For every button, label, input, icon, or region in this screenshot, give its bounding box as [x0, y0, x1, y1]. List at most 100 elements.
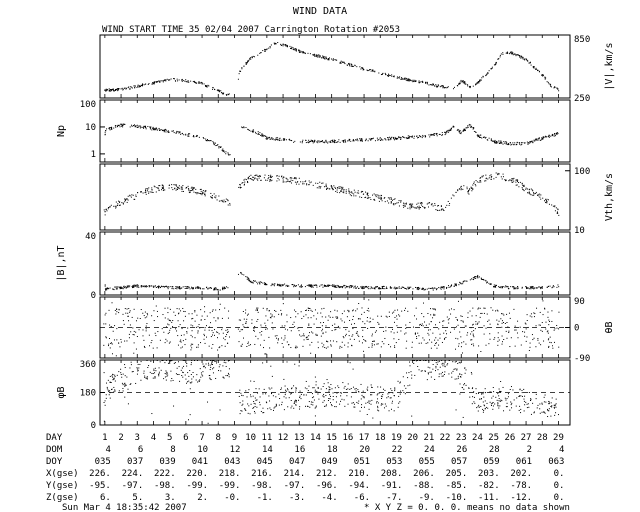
data-point [166, 372, 168, 374]
data-point [265, 179, 267, 181]
data-point [216, 199, 218, 201]
data-point [259, 282, 261, 284]
table-dom-cell: 24 [424, 445, 435, 455]
data-point [531, 189, 533, 191]
data-point [495, 142, 497, 144]
data-point [453, 368, 455, 370]
data-point [174, 78, 176, 80]
data-point [142, 312, 144, 314]
data-point [510, 52, 512, 54]
data-point [485, 177, 487, 179]
data-point [553, 329, 555, 331]
data-point [359, 138, 361, 140]
data-point [105, 312, 107, 314]
data-point [124, 340, 126, 342]
data-point [495, 284, 497, 286]
data-point [379, 139, 381, 141]
data-point [361, 287, 363, 289]
data-point [122, 203, 124, 205]
data-point [317, 312, 319, 314]
data-point [338, 285, 340, 287]
data-point [118, 200, 120, 202]
data-point [471, 187, 473, 189]
data-point [108, 88, 110, 90]
data-point [471, 343, 473, 345]
data-point [464, 325, 466, 327]
data-point [500, 381, 502, 383]
data-point [328, 188, 330, 190]
data-point [311, 310, 313, 312]
data-point [380, 346, 382, 348]
data-point [149, 128, 151, 130]
data-point [506, 285, 508, 287]
data-point [123, 323, 125, 325]
data-point [478, 82, 480, 84]
data-point [246, 314, 248, 316]
data-point [176, 185, 178, 187]
data-point [344, 63, 346, 65]
data-point [404, 393, 406, 395]
data-point [254, 177, 256, 179]
data-point [362, 390, 364, 392]
data-point [266, 137, 268, 139]
data-point [473, 391, 475, 393]
data-point [164, 376, 166, 378]
data-point [438, 85, 440, 87]
data-point [112, 90, 114, 92]
data-point [358, 287, 360, 289]
data-point [462, 188, 464, 190]
data-point [240, 345, 242, 347]
data-point [356, 332, 358, 334]
data-point [250, 396, 252, 398]
data-point [145, 285, 147, 287]
data-point [186, 331, 188, 333]
data-point [182, 372, 184, 374]
data-point [263, 347, 265, 349]
data-point [319, 141, 321, 143]
data-point [165, 285, 167, 287]
data-point [518, 54, 520, 56]
data-point [247, 341, 249, 343]
data-point [308, 184, 310, 186]
data-point [435, 337, 437, 339]
panel-6 [99, 359, 571, 426]
data-point [493, 141, 495, 143]
data-point [279, 398, 281, 400]
data-point [497, 58, 499, 60]
table-row-label: Y(gse) [46, 481, 79, 491]
table-day-cell: 24 [472, 433, 483, 443]
data-point [330, 311, 332, 313]
data-point [459, 331, 461, 333]
data-point [256, 309, 258, 311]
data-point [382, 288, 384, 290]
data-point [103, 420, 105, 422]
data-point [544, 76, 546, 78]
data-point [189, 414, 191, 416]
data-point [298, 177, 300, 179]
data-point [280, 284, 282, 286]
data-point [355, 287, 357, 289]
data-points [103, 172, 560, 216]
data-point [517, 337, 519, 339]
data-point [542, 197, 544, 199]
data-point [138, 85, 140, 87]
data-point [139, 127, 141, 129]
data-point [204, 327, 206, 329]
y-tick-label: 10 [85, 123, 96, 133]
data-point [196, 374, 198, 376]
data-point [414, 79, 416, 81]
data-point [204, 193, 206, 195]
data-point [133, 85, 135, 87]
data-point [164, 362, 166, 364]
data-point [299, 408, 301, 410]
data-point [348, 311, 350, 313]
data-point [159, 339, 161, 341]
data-point [248, 405, 250, 407]
data-point [322, 395, 324, 397]
data-point [504, 323, 506, 325]
data-point [393, 139, 395, 141]
data-point [506, 406, 508, 408]
data-point [435, 133, 437, 135]
data-point [110, 381, 112, 383]
data-point [122, 387, 124, 389]
